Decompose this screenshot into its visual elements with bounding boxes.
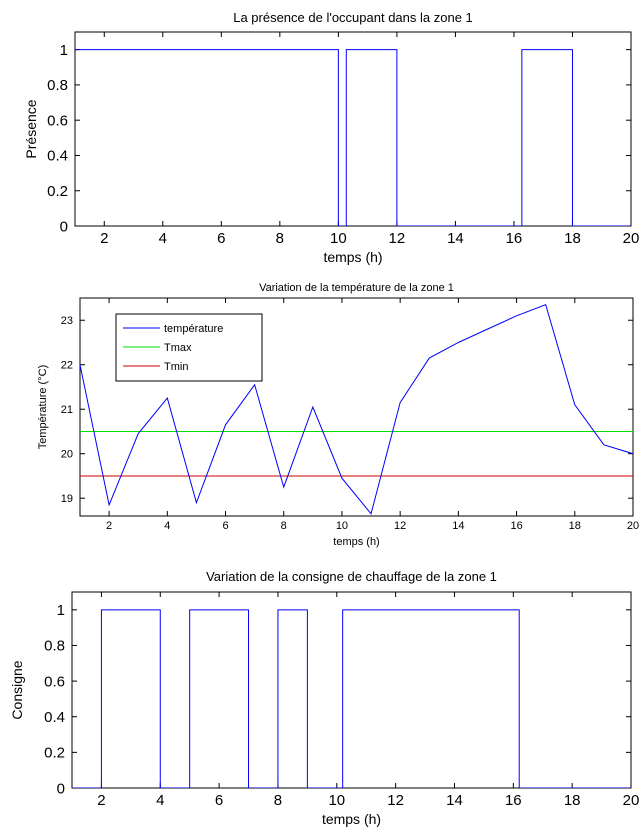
y-tick-label: 21	[61, 404, 73, 416]
x-tick-label: 10	[330, 230, 347, 247]
legend-label-temp-rature: température	[164, 323, 223, 335]
x-tick-label: 18	[564, 792, 581, 809]
x-axis-label: temps (h)	[333, 536, 379, 548]
y-tick-label: 19	[61, 493, 73, 505]
chart-3: 2 4 6 8 10 12 14 16 18 20 0 0.2 0.4 0.6 0.8 1 Variation …	[9, 569, 639, 827]
x-tick-label: 20	[623, 230, 639, 247]
y-tick-label: 0.8	[47, 77, 68, 94]
x-tick-label: 14	[447, 230, 464, 247]
y-tick-label: 1	[57, 602, 65, 619]
y-tick-label: 0.8	[44, 638, 65, 655]
x-tick-label: 14	[452, 520, 464, 532]
chart-title: Variation de la température de la zone 1	[259, 282, 454, 294]
legend: température Tmax Tmin	[115, 313, 263, 382]
y-tick-label: 1	[60, 42, 68, 59]
y-tick-label: 0.4	[44, 709, 65, 726]
x-tick-label: 16	[505, 792, 522, 809]
x-tick-label: 8	[281, 520, 287, 532]
y-axis-label: Température (°C)	[37, 365, 49, 449]
x-tick-label: 20	[623, 792, 639, 809]
x-tick-label: 2	[106, 520, 112, 532]
y-tick-label: 22	[61, 360, 73, 372]
chart-title: Variation de la consigne de chauffage de…	[206, 569, 497, 584]
plot-area	[74, 31, 632, 227]
series-line	[72, 609, 631, 788]
y-tick-label: 0.4	[47, 148, 68, 165]
x-axis-label: temps (h)	[322, 811, 381, 827]
x-tick-label: 12	[389, 230, 406, 247]
series-line-temp-rature	[80, 304, 633, 515]
y-tick-label: 0	[57, 780, 65, 797]
x-tick-label: 6	[217, 230, 225, 247]
x-tick-label: 12	[387, 792, 404, 809]
legend-label-tmin: Tmin	[164, 361, 188, 373]
x-tick-label: 12	[394, 520, 406, 532]
x-tick-label: 16	[506, 230, 523, 247]
x-tick-label: 4	[159, 230, 167, 247]
x-tick-label: 20	[627, 520, 639, 532]
x-tick-label: 2	[97, 792, 105, 809]
x-tick-label: 10	[336, 520, 348, 532]
x-tick-label: 4	[156, 792, 164, 809]
y-tick-label: 0.6	[47, 112, 68, 129]
x-tick-label: 2	[100, 230, 108, 247]
x-tick-label: 6	[215, 792, 223, 809]
x-tick-label: 10	[328, 792, 345, 809]
chart-2: 2 4 6 8 10 12 14 16 18 20 19 20 21 22 23 Variation de l…	[37, 282, 639, 548]
series-line	[75, 49, 631, 226]
y-tick-label: 23	[61, 315, 73, 327]
y-axis-label: Consigne	[9, 660, 25, 719]
x-tick-label: 16	[510, 520, 522, 532]
x-tick-label: 14	[446, 792, 463, 809]
x-tick-label: 18	[569, 520, 581, 532]
x-tick-label: 8	[276, 230, 284, 247]
y-tick-label: 0.6	[44, 673, 65, 690]
chart-title: La présence de l'occupant dans la zone 1	[233, 10, 473, 25]
plot-area	[71, 591, 632, 789]
y-tick-label: 0.2	[47, 183, 68, 200]
x-tick-label: 4	[164, 520, 170, 532]
x-tick-label: 8	[274, 792, 282, 809]
chart-1: 2 4 6 8 10 12 14 16 18 20 0 0.2 0.4 0.6 0.8 1 La présenc…	[23, 10, 639, 265]
y-tick-label: 0.2	[44, 745, 65, 762]
y-tick-label: 0	[60, 218, 68, 235]
x-axis-label: temps (h)	[323, 249, 382, 265]
y-axis-label: Présence	[23, 99, 39, 158]
legend-label-tmax: Tmax	[164, 342, 192, 354]
y-tick-label: 20	[61, 449, 73, 461]
x-tick-label: 18	[564, 230, 581, 247]
x-tick-label: 6	[222, 520, 228, 532]
